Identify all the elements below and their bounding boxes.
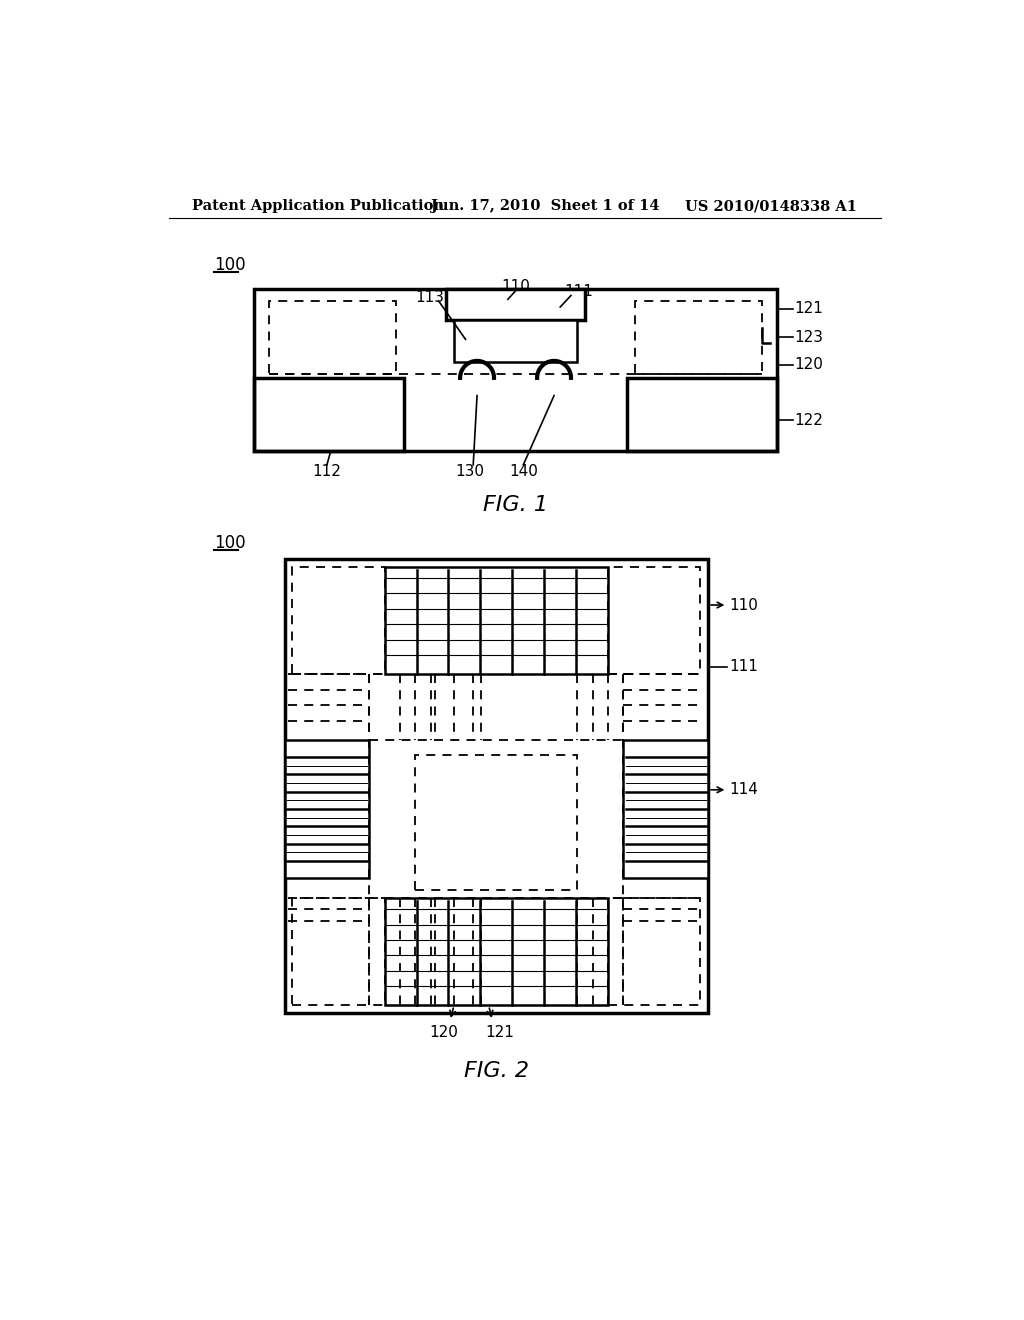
Bar: [269, 301, 396, 374]
Text: FIG. 1: FIG. 1: [483, 495, 548, 515]
Bar: [635, 301, 762, 374]
Bar: [285, 558, 708, 1014]
Text: 123: 123: [795, 330, 823, 345]
Text: 120: 120: [795, 358, 823, 372]
Bar: [608, 566, 700, 675]
Text: 111: 111: [564, 284, 593, 300]
Bar: [385, 566, 608, 675]
Text: Jun. 17, 2010  Sheet 1 of 14: Jun. 17, 2010 Sheet 1 of 14: [431, 199, 659, 213]
Text: 110: 110: [501, 280, 530, 294]
Bar: [446, 289, 585, 321]
Text: US 2010/0148338 A1: US 2010/0148338 A1: [685, 199, 857, 213]
Bar: [254, 289, 777, 451]
Text: 140: 140: [509, 465, 538, 479]
Text: 112: 112: [312, 465, 341, 479]
Bar: [285, 739, 370, 878]
Text: 121: 121: [795, 301, 823, 315]
Text: 114: 114: [730, 783, 759, 797]
Bar: [254, 378, 403, 451]
Text: FIG. 2: FIG. 2: [464, 1061, 528, 1081]
Bar: [624, 739, 708, 878]
Bar: [292, 898, 385, 1006]
Bar: [385, 898, 608, 1006]
Bar: [292, 566, 385, 675]
Text: 100: 100: [214, 535, 246, 552]
Bar: [628, 378, 777, 451]
Text: Patent Application Publication: Patent Application Publication: [193, 199, 444, 213]
Text: 130: 130: [455, 465, 484, 479]
Bar: [416, 755, 578, 890]
Text: 121: 121: [485, 1024, 515, 1040]
Text: 111: 111: [730, 659, 759, 675]
Text: 113: 113: [415, 289, 443, 305]
Bar: [454, 321, 578, 363]
Text: 110: 110: [730, 598, 759, 612]
Text: 120: 120: [429, 1024, 459, 1040]
Text: 100: 100: [214, 256, 246, 273]
Bar: [608, 898, 700, 1006]
Text: 122: 122: [795, 413, 823, 428]
